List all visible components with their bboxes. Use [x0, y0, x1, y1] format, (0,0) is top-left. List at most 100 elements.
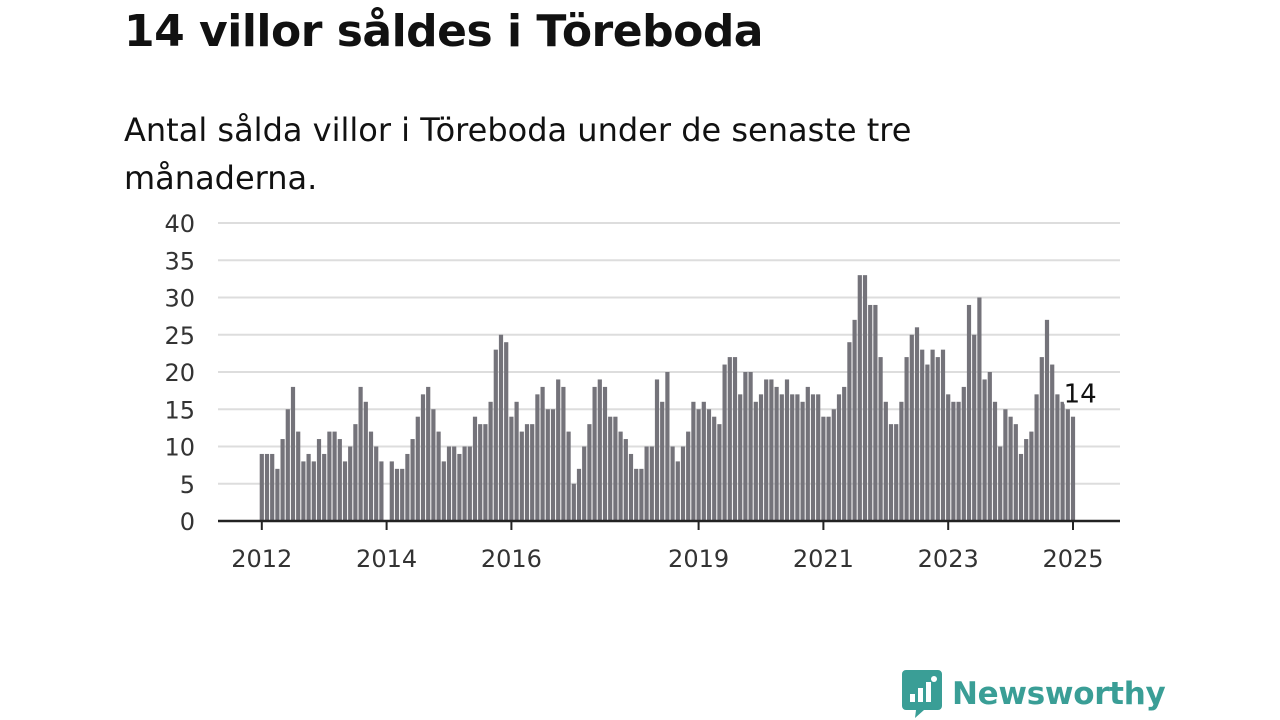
bar [280, 439, 285, 521]
bar [940, 349, 946, 521]
bar [946, 394, 951, 521]
bar [488, 401, 493, 521]
y-tick-label: 15 [164, 396, 195, 424]
bar [514, 401, 519, 521]
bar [743, 372, 748, 521]
bar [634, 468, 639, 521]
y-tick-label: 35 [164, 247, 195, 275]
bar [722, 364, 727, 521]
bar [472, 416, 478, 521]
bar [498, 334, 504, 521]
bar [259, 453, 264, 521]
bar [758, 394, 764, 521]
bar [1008, 416, 1013, 521]
bar [420, 394, 426, 521]
bar [576, 468, 582, 521]
bar [342, 461, 348, 521]
bar [290, 386, 296, 521]
bar [462, 446, 467, 521]
bar [784, 379, 790, 521]
bar [961, 386, 966, 521]
bar [1070, 416, 1076, 521]
x-tick-label: 2014 [356, 545, 417, 573]
bar [566, 431, 571, 521]
bar [441, 461, 446, 521]
y-tick-label: 5 [180, 471, 195, 499]
bar [826, 416, 831, 521]
bar [394, 468, 400, 521]
bar [457, 453, 462, 521]
bar [951, 401, 956, 521]
bar [1060, 401, 1065, 521]
bar [628, 453, 634, 521]
x-tick-label: 2021 [793, 545, 854, 573]
bar [301, 461, 306, 521]
bar [322, 453, 327, 521]
bar [509, 416, 514, 521]
bar [779, 394, 784, 521]
bar [847, 342, 852, 521]
bar [764, 379, 769, 521]
bar [270, 453, 275, 521]
bar [1013, 424, 1018, 521]
y-tick-label: 20 [164, 359, 195, 387]
bar [353, 424, 358, 521]
bar [660, 401, 665, 521]
y-tick-label: 25 [164, 322, 195, 350]
bar [972, 334, 977, 521]
chart-subtitle: Antal sålda villor i Töreboda under de s… [124, 111, 912, 197]
bar [405, 453, 410, 521]
bar [1018, 453, 1024, 521]
bar [992, 401, 998, 521]
newsworthy-logo-text: Newsworthy [952, 676, 1166, 712]
bar [316, 439, 322, 521]
bar [358, 386, 363, 521]
bar [717, 424, 722, 521]
bar [810, 394, 816, 521]
axes [218, 519, 1120, 530]
bar [374, 446, 379, 521]
bar [888, 424, 894, 521]
bar [706, 409, 712, 521]
bar [977, 297, 982, 521]
chart-title: 14 villor såldes i Töreboda [124, 6, 764, 57]
bar [639, 468, 644, 521]
bar [535, 394, 540, 521]
bar [816, 394, 821, 521]
bar [1024, 439, 1029, 521]
x-tick-label: 2023 [918, 545, 979, 573]
bar [691, 401, 696, 521]
bar [686, 431, 691, 521]
bar [732, 357, 738, 521]
bar [727, 357, 732, 521]
bar [862, 275, 868, 521]
bar [348, 446, 353, 521]
bars [259, 275, 1076, 521]
bar [296, 431, 301, 521]
bar [842, 386, 847, 521]
bar [966, 304, 972, 521]
y-tick-label: 40 [164, 210, 195, 238]
bar [920, 349, 925, 521]
bar [857, 275, 862, 521]
bar [998, 446, 1003, 521]
bar [836, 394, 842, 521]
y-tick-label: 10 [164, 434, 195, 462]
bar [540, 386, 545, 521]
bar [649, 446, 654, 521]
bar [504, 342, 509, 521]
y-tick-label: 0 [180, 508, 195, 536]
bar [431, 409, 436, 521]
bar [285, 409, 290, 521]
bar [982, 379, 987, 521]
bar [790, 394, 795, 521]
bar [1029, 431, 1034, 521]
bar [753, 401, 758, 521]
bar [623, 439, 628, 521]
bar [446, 446, 452, 521]
bar [337, 439, 342, 521]
bar [524, 424, 530, 521]
x-tick-label: 2016 [481, 545, 542, 573]
bar [587, 424, 592, 521]
